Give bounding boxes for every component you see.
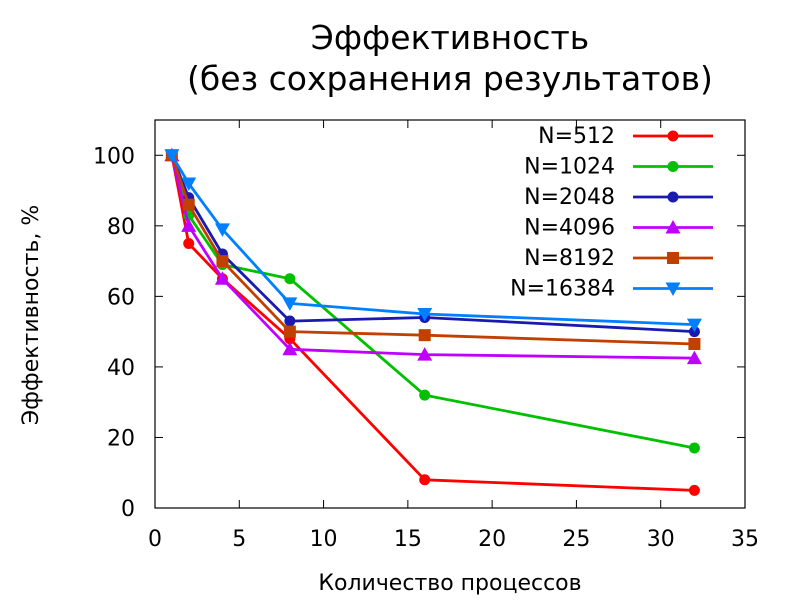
data-point-n-8192 xyxy=(182,198,195,211)
x-axis-label: Количество процессов xyxy=(318,571,581,596)
data-point-n-1024 xyxy=(284,273,296,285)
data-point-n-4096 xyxy=(686,350,702,365)
series-line-n-2048 xyxy=(170,154,695,333)
y-tick-label: 40 xyxy=(107,356,135,381)
legend-label-n-16384: N=16384 xyxy=(510,277,615,302)
data-point-n-16384 xyxy=(214,223,230,237)
x-tick-label: 30 xyxy=(647,527,675,552)
data-point-n-8192 xyxy=(216,255,229,268)
data-point-n-4096 xyxy=(417,347,433,361)
legend-marker-n-8192 xyxy=(667,252,679,264)
series-line-n-8192 xyxy=(170,154,695,346)
data-point-n-16384 xyxy=(282,297,298,311)
y-tick-label: 20 xyxy=(107,426,135,451)
plot-frame xyxy=(154,119,746,509)
y-tick-label: 80 xyxy=(107,215,135,240)
y-tick-label: 0 xyxy=(121,497,135,522)
y-axis-label: Эффективность, % xyxy=(19,205,44,426)
legend-label-n-512: N=512 xyxy=(538,124,615,149)
legend-marker-n-4096 xyxy=(665,220,681,234)
x-tick-label: 15 xyxy=(394,527,422,552)
data-point-n-4096 xyxy=(181,218,197,232)
x-tick-label: 25 xyxy=(562,527,590,552)
legend-marker-n-16384 xyxy=(665,282,681,296)
series-line-n-4096 xyxy=(170,154,695,360)
data-point-n-8192 xyxy=(688,337,701,350)
data-point-n-1024 xyxy=(419,389,431,401)
data-point-n-16384 xyxy=(417,308,433,322)
x-tick-label: 5 xyxy=(232,527,246,552)
data-point-n-8192 xyxy=(418,329,431,342)
data-point-n-16384 xyxy=(181,177,197,191)
legend-marker-n-1024 xyxy=(667,161,679,172)
data-point-n-16384 xyxy=(164,149,180,163)
legend-marker-n-2048 xyxy=(667,191,679,203)
data-point-n-16384 xyxy=(686,318,702,333)
y-tick-label: 100 xyxy=(93,144,135,169)
plot-area: 0 5 10 15 20 25 30 35 0 20 40 60 80 100 N=512 N=1024 N=2… xyxy=(93,119,759,552)
chart-title: Эффективность xyxy=(311,18,589,57)
data-point-n-1024 xyxy=(688,442,700,454)
data-point-n-4096 xyxy=(214,271,230,285)
legend-label-n-2048: N=2048 xyxy=(524,185,615,210)
x-tick-label: 20 xyxy=(478,527,506,552)
legend-label-n-1024: N=1024 xyxy=(524,155,615,180)
y-tick-label: 60 xyxy=(107,285,135,310)
data-point-n-4096 xyxy=(282,341,298,356)
data-point-n-512 xyxy=(688,484,700,496)
data-point-n-8192 xyxy=(283,325,296,338)
data-point-n-2048 xyxy=(284,315,296,327)
legend-label-n-8192: N=8192 xyxy=(524,246,615,271)
x-tick-label: 35 xyxy=(731,527,759,552)
chart-subtitle: (без сохранения результатов) xyxy=(187,59,713,98)
series-line-n-16384 xyxy=(170,154,695,326)
data-point-n-512 xyxy=(419,474,431,486)
legend-label-n-4096: N=4096 xyxy=(524,216,615,241)
data-point-n-512 xyxy=(183,237,195,249)
x-tick-label: 10 xyxy=(310,527,338,552)
x-tick-label: 0 xyxy=(148,527,162,552)
legend-marker-n-512 xyxy=(667,130,679,142)
